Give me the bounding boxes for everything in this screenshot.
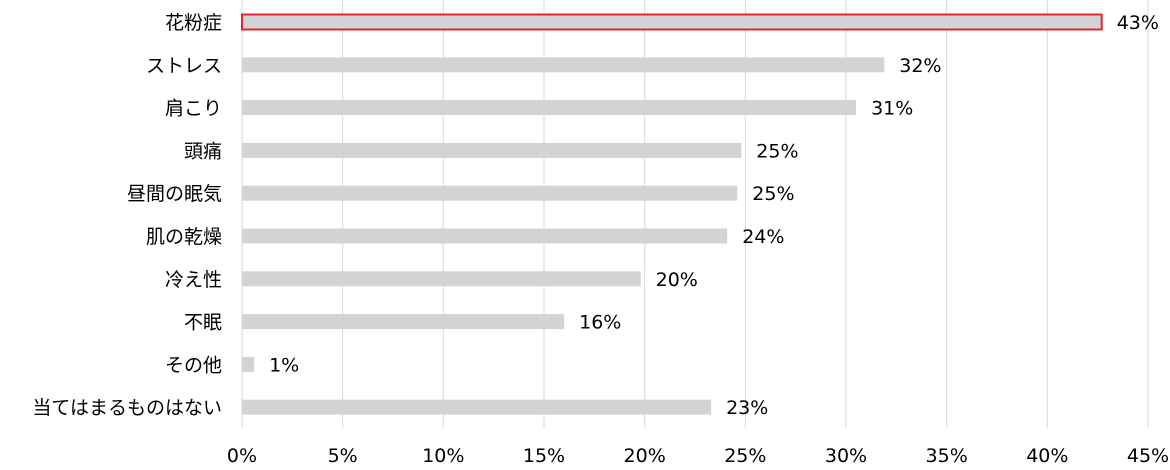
- bar: [242, 185, 738, 201]
- bar-highlighted: [241, 13, 1103, 31]
- category-label: 肩こり: [165, 98, 222, 120]
- x-tick-label: 40%: [1026, 445, 1068, 466]
- bar: [242, 271, 641, 287]
- bar: [242, 228, 728, 244]
- bar: [242, 142, 742, 158]
- data-label: 25%: [752, 183, 794, 205]
- bar: [242, 356, 255, 372]
- x-axis-tick-labels: 0% 5% 10% 15% 20% 25% 30% 35% 40% 45%: [227, 445, 1169, 467]
- x-tick-label: 5%: [328, 445, 358, 466]
- category-label: 肌の乾燥: [146, 226, 222, 248]
- data-label: 32%: [899, 55, 941, 77]
- category-label: 冷え性: [165, 269, 222, 291]
- data-label: 16%: [579, 312, 621, 334]
- category-label: ストレス: [146, 55, 222, 77]
- bar: [242, 399, 712, 415]
- x-tick-label: 25%: [724, 445, 766, 466]
- data-label: 1%: [269, 354, 299, 376]
- data-label: 25%: [756, 140, 798, 162]
- category-label: 不眠: [184, 312, 222, 334]
- value-labels: 43% 32% 31% 25% 25% 24% 20% 16% 1% 23%: [269, 12, 1159, 419]
- bar: [242, 314, 565, 330]
- category-label: 花粉症: [165, 12, 222, 34]
- data-label: 23%: [726, 397, 768, 419]
- data-label: 31%: [871, 98, 913, 120]
- category-label: その他: [165, 354, 222, 376]
- data-label: 43%: [1117, 12, 1159, 34]
- x-tick-label: 45%: [1127, 445, 1169, 466]
- category-label: 頭痛: [184, 140, 222, 162]
- category-label: 当てはまるものはない: [32, 397, 222, 419]
- x-tick-label: 30%: [825, 445, 867, 466]
- x-tick-label: 15%: [523, 445, 565, 466]
- category-label: 昼間の眠気: [127, 183, 222, 205]
- x-tick-label: 20%: [624, 445, 666, 466]
- x-tick-label: 0%: [227, 445, 257, 466]
- bar: [242, 57, 885, 73]
- data-label: 24%: [742, 226, 784, 248]
- bars: [241, 13, 1103, 415]
- data-label: 20%: [656, 269, 698, 291]
- x-tick-label: 10%: [422, 445, 464, 466]
- x-tick-label: 35%: [926, 445, 968, 466]
- bar: [242, 100, 857, 116]
